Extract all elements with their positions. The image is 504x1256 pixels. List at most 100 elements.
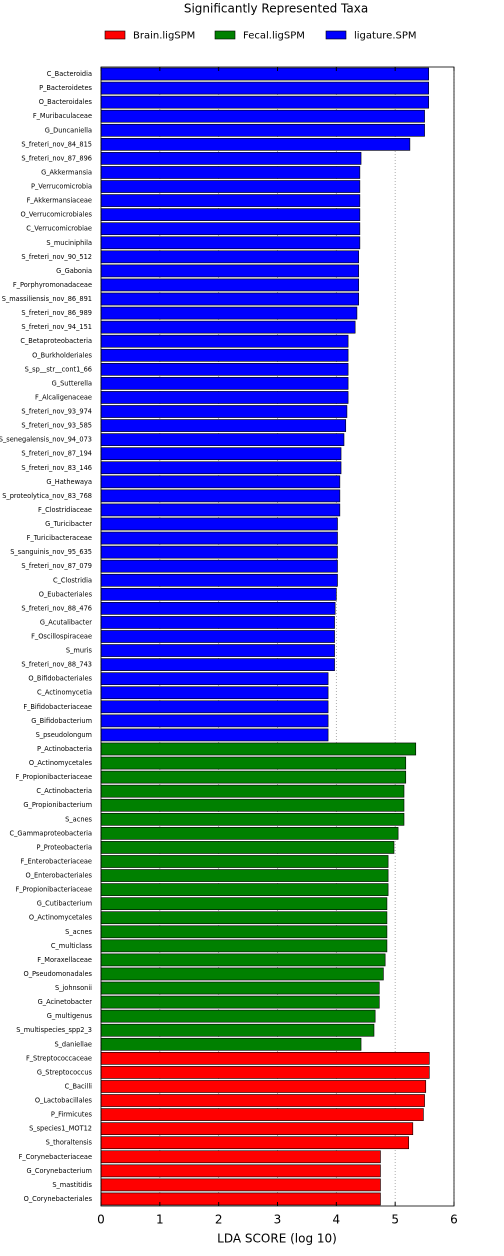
y-tick-label: S_sanguinis_nov_95_635: [10, 548, 92, 556]
legend-swatch: [325, 30, 347, 40]
bar: [100, 616, 335, 629]
bar: [100, 756, 407, 770]
y-tick-label: F_Propionibacteriaceae: [16, 773, 92, 781]
bar: [100, 306, 358, 320]
x-tick-label: 2: [215, 1213, 223, 1227]
bar: [100, 644, 335, 657]
y-tick-label: G_Acinetobacter: [38, 998, 93, 1006]
bar: [100, 250, 359, 264]
bar: [100, 1037, 362, 1051]
bar: [100, 1122, 414, 1136]
bar: [100, 419, 347, 432]
y-tick-label: O_Bacteroidales: [39, 98, 93, 106]
y-tick-label: S_senegalensis_nov_94_073: [0, 436, 92, 444]
y-tick-label: O_Eubacteriales: [39, 590, 93, 598]
bar: [100, 1009, 376, 1023]
bar: [100, 194, 361, 207]
y-tick-label: S_freteri_nov_88_476: [21, 604, 92, 612]
bar: [100, 995, 380, 1009]
y-tick-label: P_Bacteroidetes: [39, 84, 92, 92]
y-tick-label: S_muciniphila: [46, 239, 92, 247]
bar: [100, 67, 430, 81]
y-tick-label: C_multiclass: [51, 942, 93, 950]
x-tick-label: 3: [274, 1213, 282, 1227]
bar: [100, 222, 361, 236]
y-tick-label: F_Muribaculaceae: [33, 112, 92, 120]
y-tick-label: F_Moraxellaceae: [37, 956, 92, 964]
bar: [100, 1052, 430, 1065]
bar: [100, 911, 388, 925]
bar: [100, 489, 341, 503]
bar: [100, 686, 329, 700]
bar: [100, 728, 329, 742]
y-tick-label: S_acnes: [65, 815, 92, 823]
y-tick-label: C_Verrucomicrobiae: [26, 225, 92, 233]
y-tick-label: O_Bifidobacteriales: [28, 675, 92, 683]
bar: [100, 1094, 425, 1107]
bar: [100, 1178, 381, 1192]
x-axis-label: LDA SCORE (log 10): [217, 1232, 337, 1246]
bar: [100, 672, 329, 686]
y-tick-label: S_sp__str__cont1_66: [25, 365, 92, 373]
y-tick-label: S_pseudolongum: [36, 731, 92, 739]
bar: [100, 1080, 427, 1093]
legend-swatch: [104, 30, 126, 40]
y-tick-label: G_Akkermansia: [41, 168, 92, 176]
y-tick-label: G_Duncaniella: [45, 126, 92, 134]
y-tick-label: G_Propionibacterium: [23, 801, 92, 809]
bar: [100, 405, 348, 418]
y-tick-label: O_Enterobacteriales: [26, 872, 93, 880]
y-tick-label: S_johnsonii: [55, 984, 92, 992]
bar: [100, 545, 338, 559]
bar: [100, 362, 349, 376]
y-tick-label: S_freteri_nov_87_896: [21, 154, 92, 162]
bar: [100, 433, 345, 446]
legend-label: Brain.ligSPM: [133, 31, 195, 42]
bar: [100, 700, 329, 714]
y-tick-label: S_freteri_nov_87_194: [21, 450, 92, 458]
bar: [100, 1192, 381, 1206]
y-tick-label: S_freteri_nov_93_585: [21, 422, 92, 430]
bar: [100, 798, 405, 812]
bar: [100, 461, 342, 475]
bar: [100, 869, 389, 882]
y-tick-label: S_freteri_nov_87_079: [21, 562, 92, 570]
bar: [100, 123, 425, 137]
y-tick-label: G_Corynebacterium: [26, 1167, 92, 1175]
y-tick-label: S_daniellae: [54, 1040, 92, 1048]
y-tick-label: S_species1_MOT12: [29, 1125, 92, 1133]
y-tick-label: P_Verrucomicrobia: [31, 183, 92, 191]
bar: [100, 152, 362, 165]
y-tick-label: C_Clostridia: [53, 576, 92, 584]
y-tick-label: S_acnes: [65, 928, 92, 936]
bar: [100, 587, 337, 601]
y-tick-label: C_Bacteroidia: [47, 70, 92, 78]
bar: [100, 166, 361, 179]
bar: [100, 447, 342, 461]
x-tick-label: 1: [156, 1213, 164, 1227]
legend-label: Fecal.ligSPM: [243, 31, 305, 42]
bar: [100, 475, 341, 489]
bar: [100, 1066, 430, 1079]
y-tick-label: C_Actinomycetia: [37, 689, 92, 697]
bar: [100, 953, 386, 967]
bar: [100, 1108, 424, 1121]
y-tick-label: S_freteri_nov_88_743: [21, 661, 92, 669]
bar: [100, 742, 417, 756]
legend-swatch: [214, 30, 236, 40]
bar: [100, 320, 356, 334]
y-tick-label: G_Acutalibacter: [40, 618, 92, 626]
y-tick-label: F_Corynebacteriaceae: [19, 1153, 92, 1161]
bar: [100, 278, 359, 292]
chart-title: Significantly Represented Taxa: [184, 2, 368, 16]
y-tick-label: F_Streptococcaceae: [26, 1054, 92, 1062]
legend-label: ligature.SPM: [354, 31, 417, 42]
y-tick-label: F_Clostridiaceae: [38, 506, 92, 514]
y-tick-label: G_Gabonia: [56, 267, 92, 275]
y-tick-label: C_Actinobacteria: [36, 787, 92, 795]
x-tick-label: 6: [450, 1213, 458, 1227]
y-tick-label: F_Bifidobacteriaceae: [23, 703, 92, 711]
y-tick-label: F_Alcaligenaceae: [35, 393, 92, 401]
bar: [100, 630, 335, 643]
y-tick-label: G_Cutibacterium: [37, 900, 92, 908]
